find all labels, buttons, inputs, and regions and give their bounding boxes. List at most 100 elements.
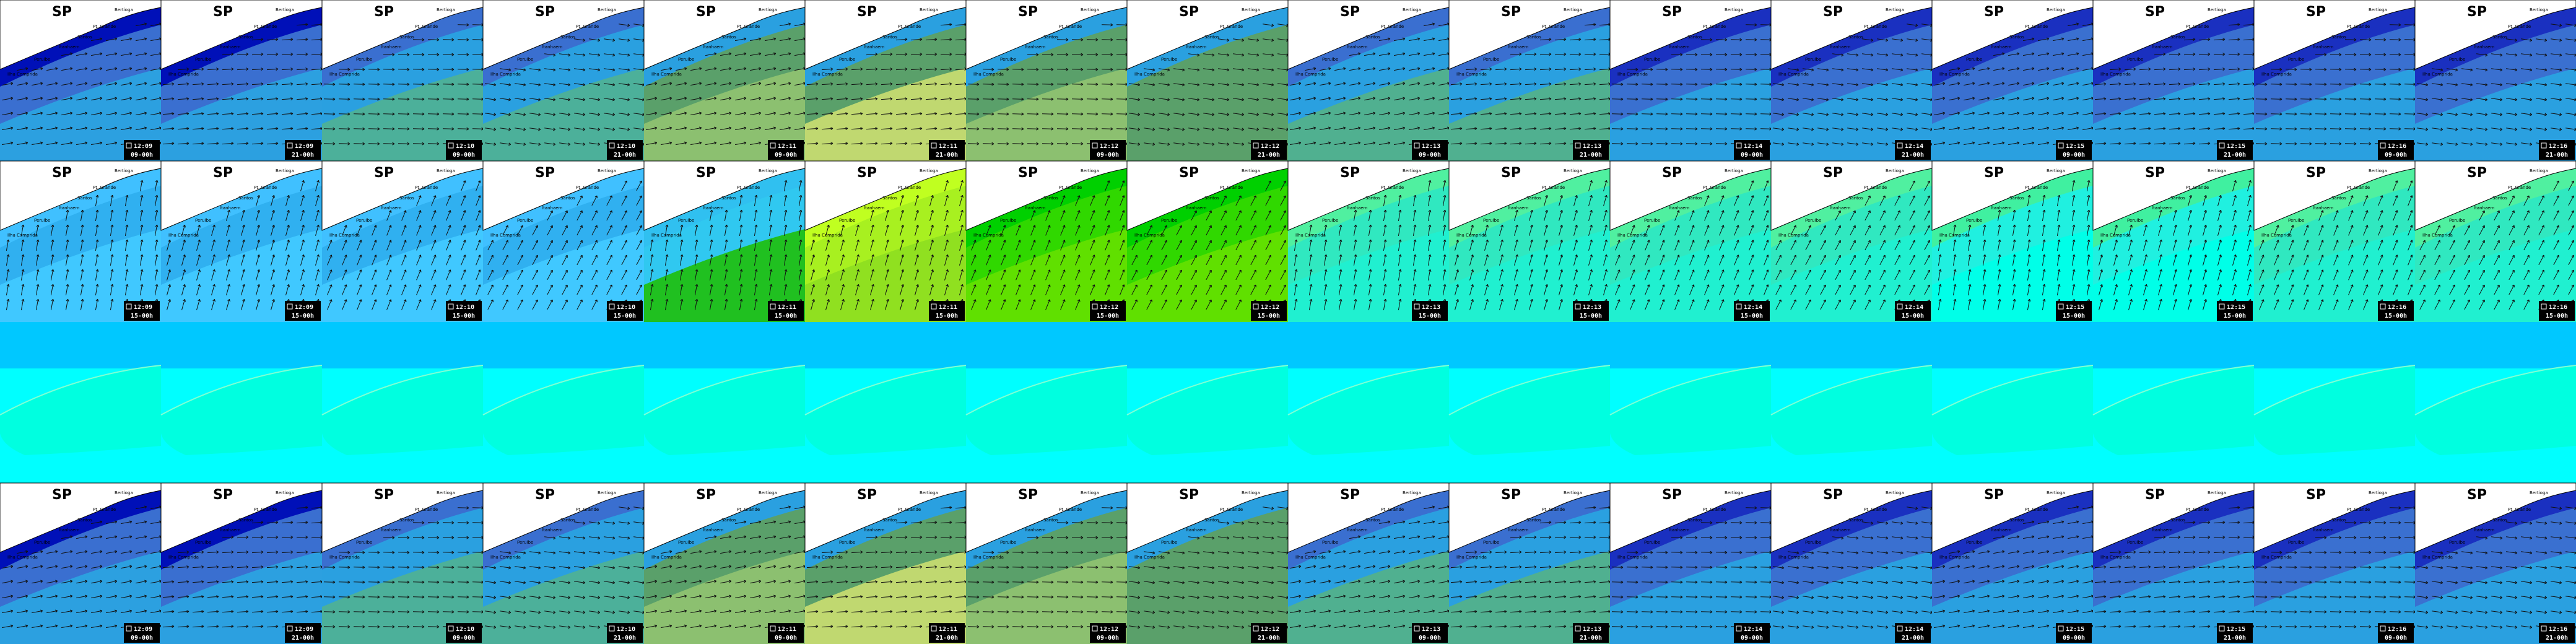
place-name: Pt. Grande bbox=[2347, 24, 2370, 29]
sea-blob bbox=[2415, 365, 2576, 455]
map-tile: SP Bertioga Pt. Grande Santos Itanhaem Peruib… bbox=[2414, 160, 2576, 322]
tile-title: SP bbox=[696, 165, 716, 181]
place-name: Ilha Comprida bbox=[329, 233, 360, 238]
place-name: Ilha Comprida bbox=[1134, 555, 1165, 560]
tile-title: SP bbox=[1501, 4, 1521, 20]
place-name: Ilha Comprida bbox=[329, 72, 360, 77]
clock-icon bbox=[2380, 625, 2386, 632]
place-name: Ilha Comprida bbox=[7, 555, 38, 560]
period-label: 21-00h bbox=[936, 152, 958, 159]
map-tile bbox=[160, 322, 323, 483]
land bbox=[2092, 0, 2255, 70]
clock-icon bbox=[2380, 142, 2386, 149]
place-name: Peruibe bbox=[1161, 218, 1177, 223]
place-name: Pt. Grande bbox=[1542, 24, 1565, 29]
place-name: Pt. Grande bbox=[2508, 24, 2531, 29]
tile-title: SP bbox=[857, 4, 877, 20]
place-name: Itanhaem bbox=[1508, 45, 1529, 50]
place-name: Peruibe bbox=[839, 57, 855, 62]
place-name: Ilha Comprida bbox=[2422, 555, 2453, 560]
place-name: Itanhaem bbox=[1347, 45, 1368, 50]
wind-arrows bbox=[323, 23, 484, 146]
clock-icon bbox=[448, 625, 454, 632]
place-name: Peruibe bbox=[1644, 57, 1660, 62]
place-name: Peruibe bbox=[1966, 57, 1982, 62]
place-name: Peruibe bbox=[1000, 540, 1016, 545]
place-name: Pt. Grande bbox=[1864, 185, 1887, 190]
tile-title: SP bbox=[1340, 4, 1360, 20]
clock-icon bbox=[448, 142, 454, 149]
place-name: Pt. Grande bbox=[737, 24, 760, 29]
place-name: Santos bbox=[2331, 35, 2346, 40]
place-name: Itanhaem bbox=[703, 528, 724, 533]
place-name: Santos bbox=[882, 35, 897, 40]
place-name: Bertioga bbox=[598, 490, 616, 495]
map-tile: SP Bertioga Pt. Grande Santos Itanhaem Peruib… bbox=[965, 0, 1128, 161]
land bbox=[2414, 0, 2576, 70]
place-name: Santos bbox=[77, 35, 92, 40]
tile-title: SP bbox=[2145, 487, 2165, 503]
land bbox=[804, 482, 967, 553]
place-name: Itanhaem bbox=[1669, 528, 1690, 533]
place-name: Pt. Grande bbox=[898, 507, 921, 512]
place-name: Santos bbox=[882, 518, 897, 523]
map-tile bbox=[643, 322, 806, 483]
place-name: Bertioga bbox=[115, 168, 133, 173]
wind-arrows bbox=[967, 23, 1128, 146]
place-name: Santos bbox=[1848, 35, 1863, 40]
map-tile: SP Bertioga Pt. Grande Santos Itanhaem Peruib… bbox=[965, 482, 1128, 644]
place-name: Bertioga bbox=[2530, 168, 2548, 173]
land bbox=[1287, 160, 1450, 231]
place-name: Pt. Grande bbox=[93, 507, 116, 512]
place-name: Santos bbox=[1043, 196, 1058, 201]
place-name: Ilha Comprida bbox=[812, 72, 843, 77]
place-name: Bertioga bbox=[115, 7, 133, 12]
wind-arrows bbox=[2259, 180, 2413, 310]
place-name: Ilha Comprida bbox=[1778, 72, 1809, 77]
place-name: Pt. Grande bbox=[576, 185, 599, 190]
map-tile: SP Bertioga Pt. Grande Santos Itanhaem Peruib… bbox=[1931, 0, 2094, 161]
sea-blob bbox=[1932, 365, 2093, 455]
place-name: Itanhaem bbox=[864, 528, 885, 533]
place-name: Pt. Grande bbox=[254, 507, 277, 512]
place-name: Ilha Comprida bbox=[2422, 233, 2453, 238]
time-label: 12:12 bbox=[1100, 143, 1118, 150]
sea-top bbox=[1127, 322, 1288, 368]
wind-arrows bbox=[2417, 24, 2576, 146]
place-name: Pt. Grande bbox=[2025, 185, 2048, 190]
clock-icon bbox=[2219, 303, 2225, 310]
wind-arrows bbox=[485, 507, 645, 629]
place-name: Ilha Comprida bbox=[651, 72, 682, 77]
land bbox=[1609, 0, 1772, 70]
wind-arrows bbox=[1775, 180, 1930, 310]
wind-arrows bbox=[1615, 180, 1769, 310]
tile-title: SP bbox=[857, 487, 877, 503]
clock-icon bbox=[609, 625, 615, 632]
land bbox=[1448, 160, 1611, 231]
place-name: Ilha Comprida bbox=[2261, 555, 2292, 560]
wind-arrows bbox=[162, 506, 323, 629]
place-name: Pt. Grande bbox=[1864, 24, 1887, 29]
map-tile: SP Bertioga Pt. Grande Santos Itanhaem Peruib… bbox=[1126, 160, 1289, 322]
land bbox=[2414, 160, 2576, 231]
place-name: Ilha Comprida bbox=[1778, 555, 1809, 560]
place-name: Santos bbox=[1204, 518, 1219, 523]
time-label: 12:13 bbox=[1422, 143, 1440, 150]
wind-arrows bbox=[971, 180, 1125, 310]
place-name: Bertioga bbox=[276, 490, 294, 495]
sea-top bbox=[1771, 322, 1932, 368]
wind-arrows bbox=[2, 505, 162, 629]
place-name: Pt. Grande bbox=[2347, 507, 2370, 512]
place-name: Santos bbox=[399, 35, 414, 40]
place-name: Pt. Grande bbox=[1864, 507, 1887, 512]
period-label: 21-00h bbox=[2546, 635, 2568, 642]
place-name: Santos bbox=[2170, 518, 2185, 523]
place-name: Peruibe bbox=[1483, 540, 1499, 545]
place-name: Itanhaem bbox=[2474, 45, 2495, 50]
sea-blob bbox=[2093, 365, 2254, 455]
time-label: 12:09 bbox=[134, 304, 152, 311]
place-name: Santos bbox=[1204, 196, 1219, 201]
clock-icon bbox=[126, 142, 132, 149]
wind-arrows bbox=[1773, 24, 1933, 146]
land bbox=[965, 482, 1128, 553]
